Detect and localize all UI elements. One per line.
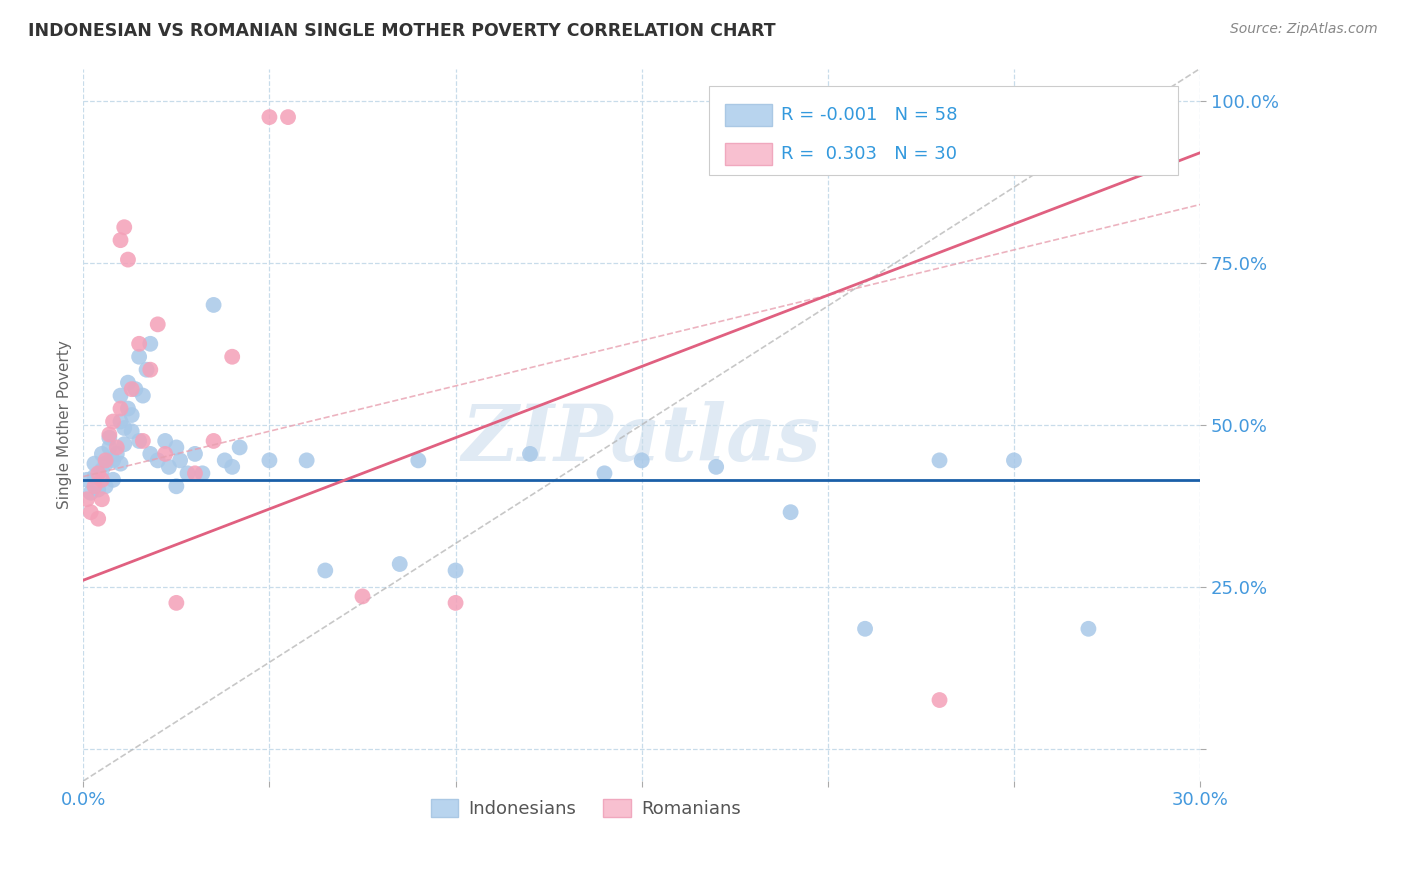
Text: R =  0.303   N = 30: R = 0.303 N = 30	[782, 145, 957, 163]
Point	[110, 401, 132, 416]
Point	[110, 415, 132, 429]
Text: Source: ZipAtlas.com: Source: ZipAtlas.com	[1230, 22, 1378, 37]
Point	[139, 336, 162, 351]
Point	[593, 467, 616, 481]
Legend: Indonesians, Romanians: Indonesians, Romanians	[423, 791, 748, 825]
Point	[112, 421, 135, 435]
Point	[112, 437, 135, 451]
Point	[128, 350, 150, 364]
Point	[519, 447, 541, 461]
Point	[259, 110, 281, 124]
Point	[98, 431, 121, 445]
Point	[87, 483, 110, 497]
Point	[259, 453, 281, 467]
Point	[76, 492, 98, 507]
Point	[314, 564, 336, 578]
Point	[139, 362, 162, 376]
Point	[408, 453, 430, 467]
Point	[128, 434, 150, 448]
Point	[112, 220, 135, 235]
Point	[98, 441, 121, 455]
Point	[779, 505, 801, 519]
Point	[165, 441, 187, 455]
Point	[87, 467, 110, 481]
Point	[90, 463, 112, 477]
Point	[153, 434, 176, 448]
Point	[83, 457, 105, 471]
Point	[853, 622, 876, 636]
Point	[101, 453, 124, 467]
Point	[214, 453, 236, 467]
Bar	[725, 144, 772, 165]
Point	[87, 511, 110, 525]
Point	[202, 434, 225, 448]
FancyBboxPatch shape	[709, 87, 1178, 176]
Point	[105, 441, 128, 455]
Point	[83, 479, 105, 493]
Point	[117, 376, 139, 390]
Point	[90, 473, 112, 487]
Text: R = -0.001   N = 58: R = -0.001 N = 58	[782, 106, 957, 124]
Point	[110, 457, 132, 471]
Point	[146, 453, 169, 467]
Point	[80, 485, 103, 500]
Point	[135, 362, 157, 376]
Point	[165, 596, 187, 610]
Point	[94, 479, 117, 493]
Point	[94, 453, 117, 467]
Point	[117, 401, 139, 416]
Point	[128, 336, 150, 351]
Bar	[725, 104, 772, 126]
Point	[153, 447, 176, 461]
Point	[98, 427, 121, 442]
Point	[202, 298, 225, 312]
Point	[121, 424, 143, 438]
Point	[704, 459, 727, 474]
Point	[630, 453, 652, 467]
Point	[117, 252, 139, 267]
Point	[101, 415, 124, 429]
Point	[80, 505, 103, 519]
Point	[191, 467, 214, 481]
Text: INDONESIAN VS ROMANIAN SINGLE MOTHER POVERTY CORRELATION CHART: INDONESIAN VS ROMANIAN SINGLE MOTHER POV…	[28, 22, 776, 40]
Point	[165, 479, 187, 493]
Point	[444, 564, 467, 578]
Point	[105, 447, 128, 461]
Point	[94, 457, 117, 471]
Point	[221, 350, 243, 364]
Point	[184, 467, 207, 481]
Point	[1077, 622, 1099, 636]
Point	[928, 693, 950, 707]
Point	[139, 447, 162, 461]
Point	[90, 447, 112, 461]
Point	[928, 453, 950, 467]
Point	[444, 596, 467, 610]
Point	[176, 467, 198, 481]
Point	[277, 110, 299, 124]
Text: ZIPatlas: ZIPatlas	[463, 401, 821, 477]
Point	[83, 469, 105, 483]
Point	[121, 382, 143, 396]
Point	[157, 459, 180, 474]
Point	[132, 434, 155, 448]
Point	[132, 389, 155, 403]
Y-axis label: Single Mother Poverty: Single Mother Poverty	[58, 341, 72, 509]
Point	[169, 453, 191, 467]
Point	[124, 382, 146, 396]
Point	[221, 459, 243, 474]
Point	[352, 590, 374, 604]
Point	[228, 441, 250, 455]
Point	[388, 557, 411, 571]
Point	[1002, 453, 1025, 467]
Point	[184, 447, 207, 461]
Point	[90, 492, 112, 507]
Point	[295, 453, 318, 467]
Point	[101, 473, 124, 487]
Point	[76, 473, 98, 487]
Point	[110, 389, 132, 403]
Point	[146, 318, 169, 332]
Point	[110, 233, 132, 247]
Point	[121, 408, 143, 422]
